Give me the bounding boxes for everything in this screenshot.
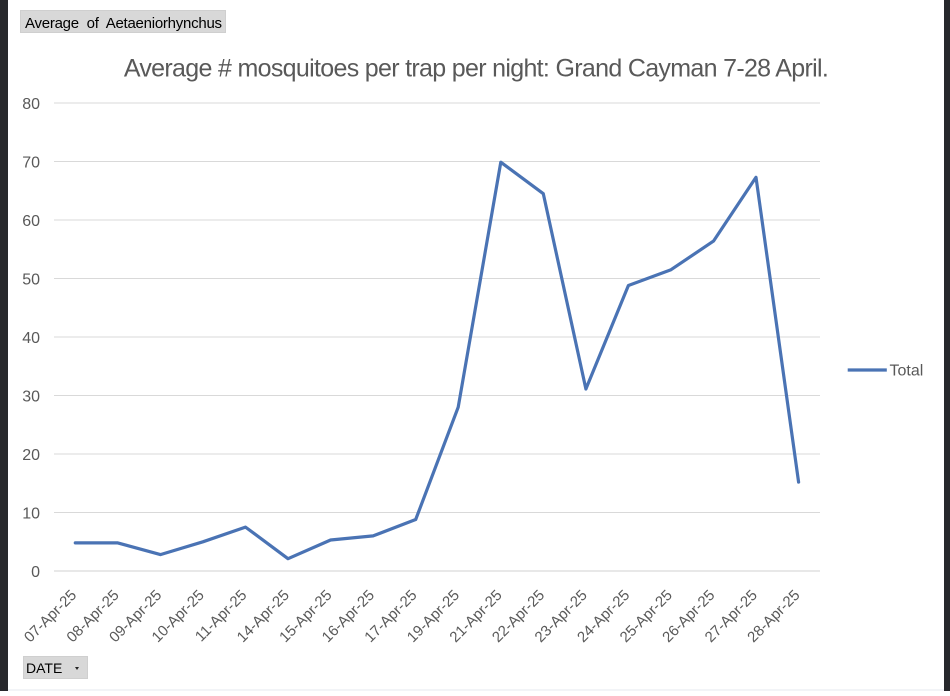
- svg-text:60: 60: [22, 213, 40, 230]
- svg-text:80: 80: [22, 96, 40, 113]
- svg-text:Average # mosquitoes per trap: Average # mosquitoes per trap per night:…: [124, 55, 828, 83]
- svg-text:10: 10: [22, 506, 40, 523]
- svg-text:20: 20: [22, 447, 40, 464]
- svg-text:40: 40: [22, 330, 40, 347]
- svg-text:70: 70: [22, 155, 40, 172]
- svg-text:Total: Total: [890, 363, 924, 380]
- svg-text:0: 0: [31, 564, 40, 581]
- svg-text:50: 50: [22, 272, 40, 289]
- svg-text:30: 30: [22, 389, 40, 406]
